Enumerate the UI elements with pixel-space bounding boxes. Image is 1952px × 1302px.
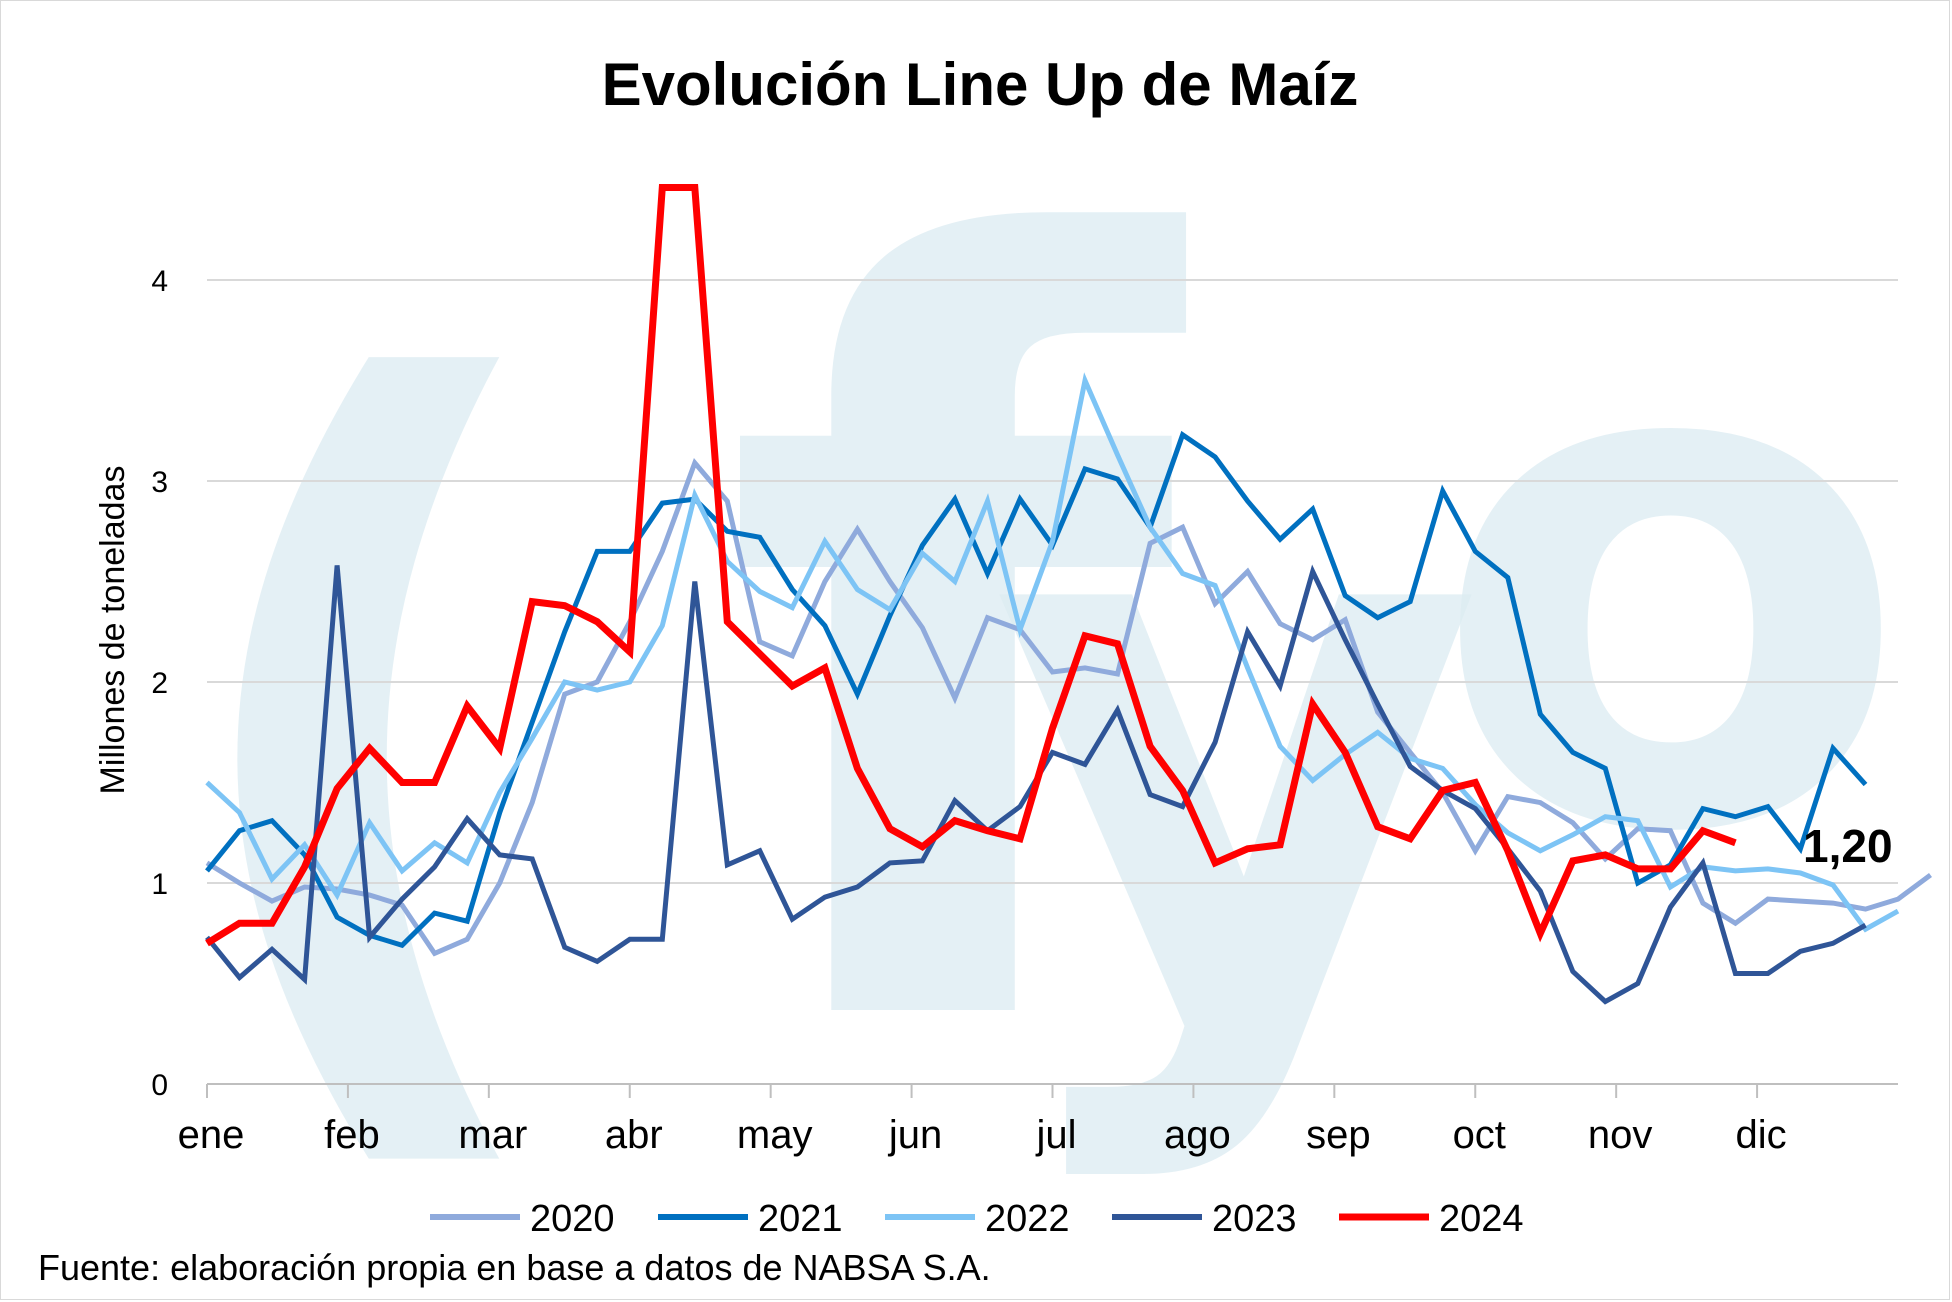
watermark-letter-y: y (990, 306, 1485, 1190)
x-tick-label: dic (1736, 1113, 1787, 1157)
chart-title: Evolución Line Up de Maíz (602, 51, 1359, 118)
x-tick-label: jul (1035, 1113, 1076, 1157)
x-tick-label: ene (178, 1113, 245, 1157)
series-line-2021 (205, 430, 1868, 949)
gridlines (207, 279, 1898, 884)
y-axis-label: Millones de toneladas (94, 466, 132, 795)
series-line-2024 (205, 184, 1737, 947)
series-lines (205, 184, 1932, 1005)
y-tick-label: 3 (151, 466, 168, 499)
x-tick-label: mar (458, 1113, 527, 1157)
legend: 2020 2021 2022 2023 2024 (430, 1198, 1524, 1240)
x-tick-label: oct (1453, 1113, 1506, 1157)
y-tick-label: 1 (151, 868, 168, 901)
legend-label-2023: 2023 (1212, 1198, 1297, 1240)
x-tick-label: ago (1164, 1113, 1231, 1157)
x-tick-label: feb (324, 1113, 380, 1157)
source-note: Fuente: elaboración propia en base a dat… (38, 1247, 991, 1288)
legend-label-2020: 2020 (530, 1198, 615, 1240)
watermark-letter-o: ( (160, 206, 571, 1253)
series-line-2022 (205, 372, 1900, 933)
x-tick-label: sep (1306, 1113, 1371, 1157)
legend-label-2021: 2021 (758, 1198, 843, 1240)
legend-label-2022: 2022 (985, 1198, 1070, 1240)
legend-label-2024: 2024 (1439, 1198, 1524, 1240)
y-tick-label: 4 (151, 265, 168, 298)
end-value-label: 1,20 (1803, 820, 1893, 872)
x-tick-label: may (737, 1113, 813, 1157)
y-axis-ticks: 0 1 2 3 4 (151, 265, 168, 1102)
x-tick-label: nov (1588, 1113, 1653, 1157)
y-tick-label: 2 (151, 667, 168, 700)
y-tick-label: 0 (151, 1069, 168, 1102)
x-axis-ticks: ene feb mar abr may jun jul ago sep oct nov dic (178, 1084, 1787, 1157)
x-tick-label: abr (605, 1113, 663, 1157)
x-tick-label: jun (888, 1113, 942, 1157)
